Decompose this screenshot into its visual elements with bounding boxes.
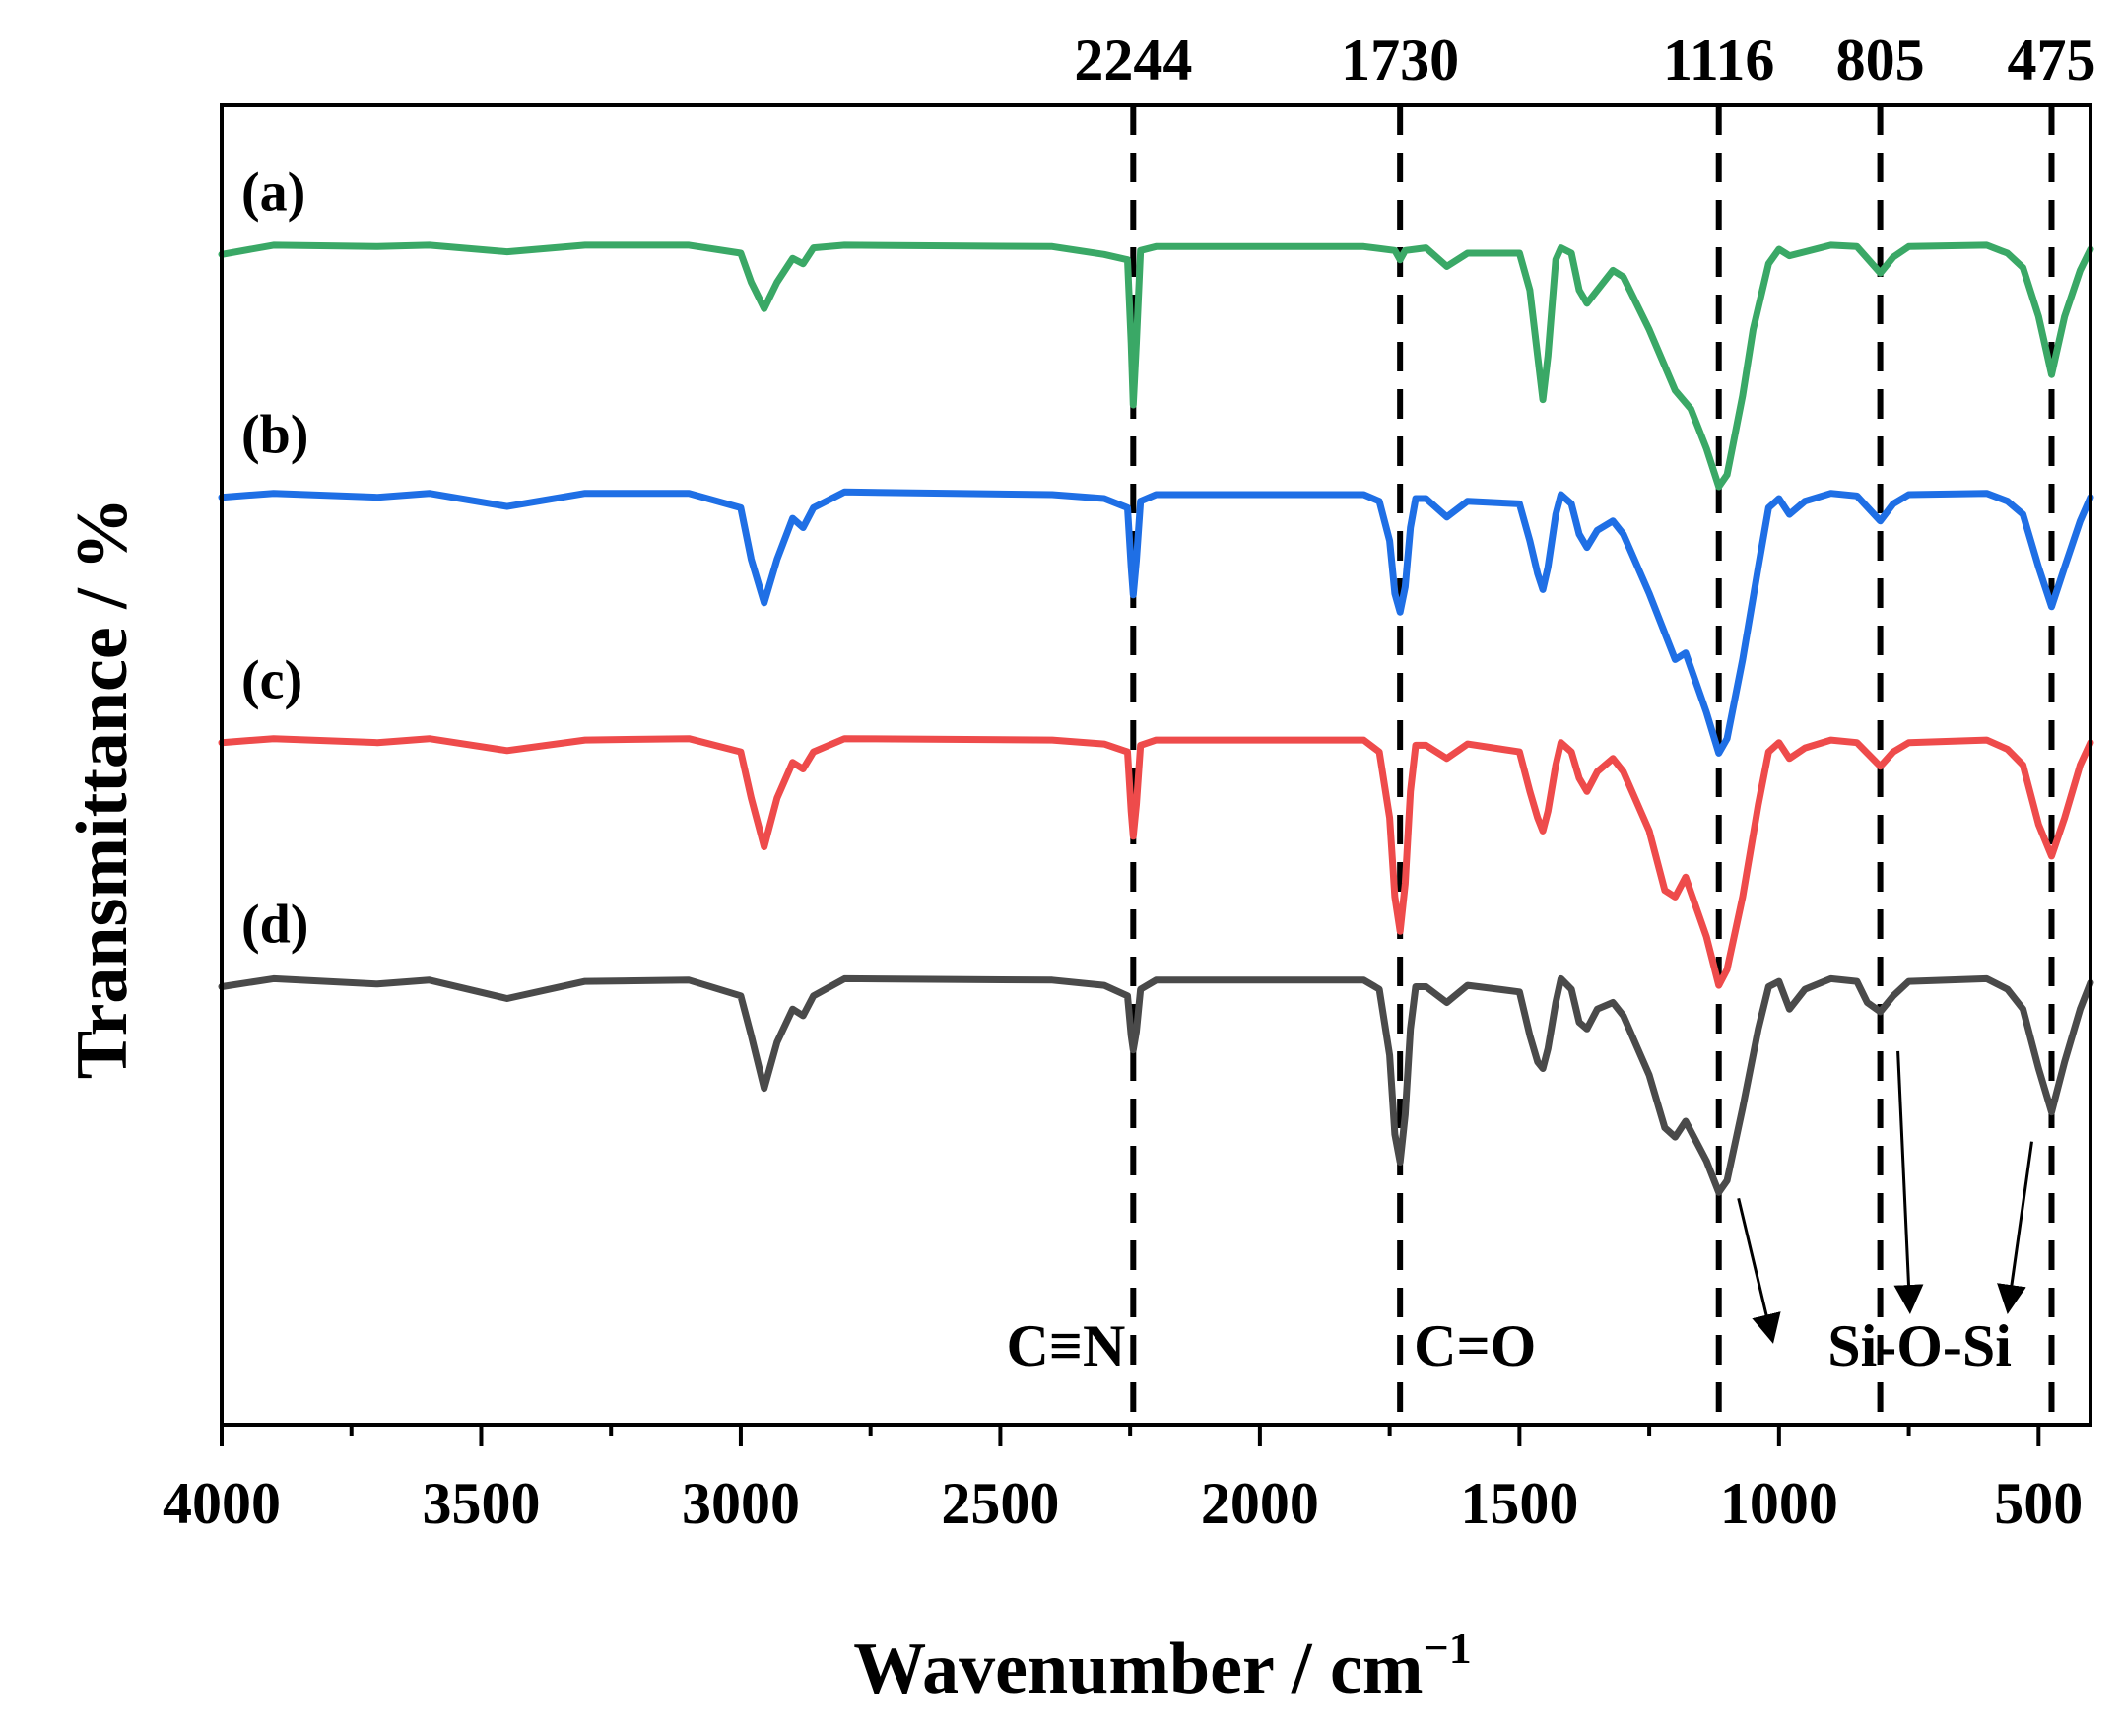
marker-label-805: 805: [1836, 28, 1925, 93]
annotation-siosi: Si-O-Si: [1827, 1313, 2012, 1378]
x-axis-title: Wavenumber / cm−1: [853, 1623, 1472, 1709]
axes: 4000 3500 3000 2500 2000 1500 1000 500: [163, 103, 2092, 1536]
series-line-3: [218, 974, 2094, 1196]
arrow-475: [1997, 1141, 2033, 1314]
x-tick-label: 1000: [1720, 1471, 1838, 1536]
marker-label-1116: 1116: [1663, 28, 1774, 93]
annotations: C≡N C=O Si-O-Si: [1006, 1050, 2033, 1378]
arrow-1116: [1737, 1197, 1781, 1344]
x-tick-label: 1500: [1460, 1471, 1578, 1536]
series-label-3: (d): [241, 894, 308, 955]
x-tick-label: 4000: [163, 1471, 281, 1536]
series-line-0: [218, 241, 2094, 491]
series-label-2: (c): [241, 650, 302, 711]
annotation-cn: C≡N: [1006, 1313, 1125, 1378]
x-tick-label: 3000: [682, 1471, 800, 1536]
x-tick-label: 2500: [941, 1471, 1059, 1536]
annotation-co: C=O: [1414, 1313, 1536, 1378]
spectra-series: (a) (b) (c) (d): [218, 162, 2094, 1196]
x-tick-label: 2000: [1201, 1471, 1319, 1536]
series-label-1: (b): [241, 405, 308, 466]
x-tick-label: 3500: [422, 1471, 540, 1536]
series-label-0: (a): [241, 162, 305, 223]
arrow-805: [1893, 1050, 1924, 1314]
series-line-2: [218, 735, 2094, 989]
vertical-markers: 2244 1730 1116 805 475: [1074, 28, 2095, 1425]
y-axis-title: Transmittance / %: [62, 498, 143, 1080]
plot-frame: [220, 103, 2092, 1427]
marker-label-475: 475: [2007, 28, 2095, 93]
marker-label-2244: 2244: [1074, 28, 1192, 93]
marker-label-1730: 1730: [1341, 28, 1459, 93]
x-tick-label: 500: [1994, 1471, 2083, 1536]
series-line-1: [218, 488, 2094, 757]
